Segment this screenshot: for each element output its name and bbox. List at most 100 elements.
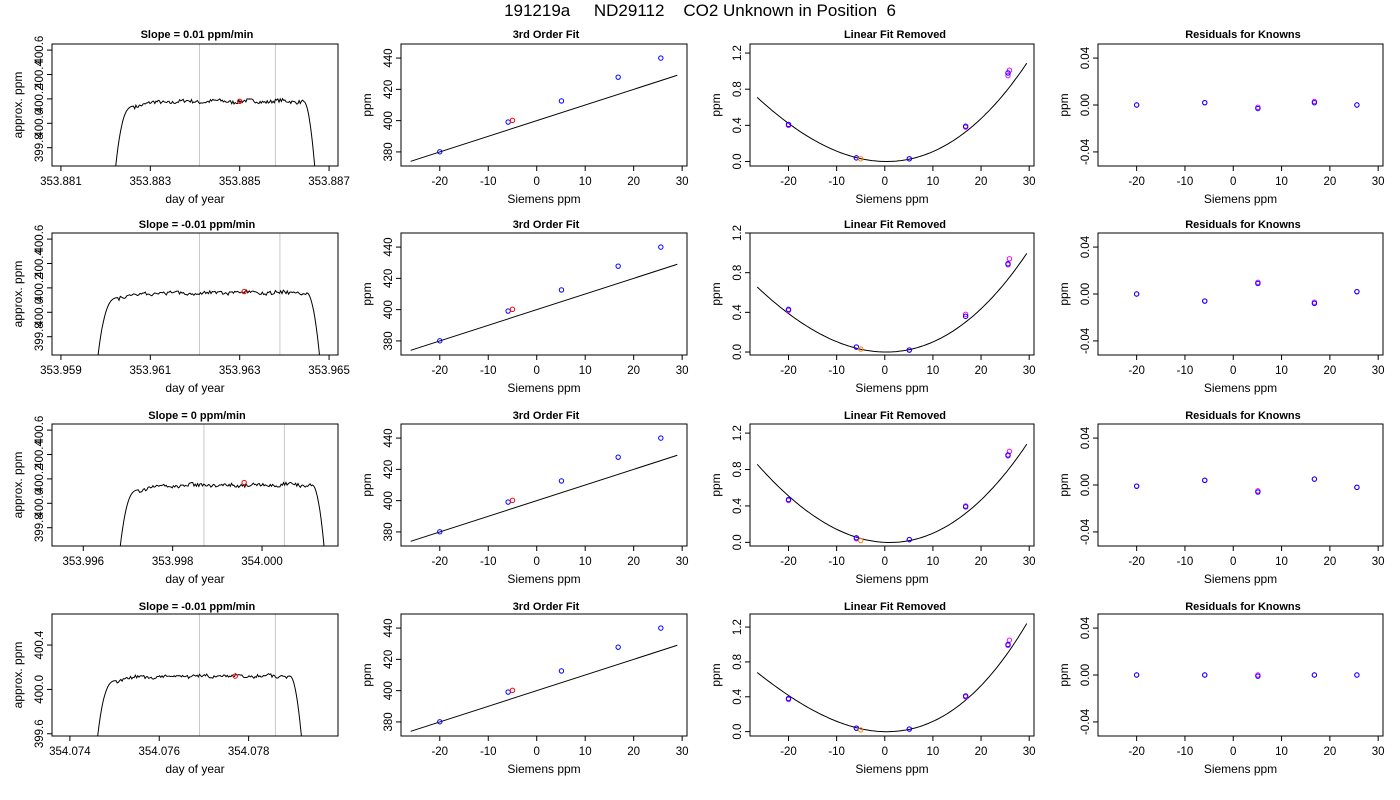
row2-time-panel: 353.996 353.998 354.000399.8400.0400.2400.…	[11, 416, 339, 586]
y-tick-label: 420	[383, 80, 395, 99]
row3-slope-title: Slope = -0.01 ppm/min	[139, 601, 256, 613]
x-tick-label: -20	[780, 176, 797, 188]
y-tick-label: 0.4	[732, 304, 744, 321]
row1-residuals-title: Residuals for Knowns	[1185, 219, 1301, 231]
known-residual-point	[1354, 102, 1360, 108]
y-tick-label: 0.04	[1080, 235, 1092, 258]
x-tick-label: 354.074	[49, 746, 91, 758]
plot-frame	[1097, 232, 1384, 356]
y-tick-label: 399.6	[34, 719, 46, 748]
x-axis-label: Siemens ppm	[507, 572, 580, 586]
x-tick-label: 10	[579, 176, 592, 188]
x-tick-label: -10	[828, 176, 845, 188]
unknown-point	[509, 687, 516, 694]
x-tick-label: 0	[534, 746, 540, 758]
y-tick-label: 1.2	[732, 425, 744, 441]
x-tick-label: -20	[1128, 176, 1145, 188]
x-tick-label: -10	[828, 556, 845, 568]
plot-area	[1133, 98, 1360, 112]
known-point	[615, 263, 621, 269]
row0-time-panel: 353.881 353.883 353.885 353.887399.8400.040…	[11, 36, 350, 206]
x-tick-label: -20	[1128, 746, 1145, 758]
plot-panels: 353.881 353.883 353.885 353.887399.8400.040…	[11, 36, 1385, 776]
y-tick-label: 400.0	[34, 675, 46, 704]
y-tick-label: 400.6	[34, 36, 46, 65]
row2-residuals-panel: -20 -10 0 10 20 30 -0.04 0.00 0.04 Siemens ppm ppm	[1057, 423, 1385, 586]
known-residual-point	[1311, 300, 1318, 307]
plot-frame	[749, 613, 1035, 737]
x-tick-label: 353.883	[130, 176, 172, 188]
known-residual-point	[1133, 672, 1140, 678]
x-tick-label: 353.998	[152, 556, 194, 568]
y-tick-label: 380	[383, 142, 395, 161]
plot-frame	[51, 423, 339, 547]
y-tick-label: -0.04	[1080, 518, 1092, 545]
y-tick-label: 0.8	[732, 81, 744, 97]
model-point	[1006, 67, 1013, 73]
known-point	[853, 535, 860, 541]
unknown-point	[509, 497, 516, 504]
y-tick-label: 0.0	[732, 534, 744, 550]
y-tick-label: 0.04	[1080, 616, 1092, 639]
x-axis-label: Siemens ppm	[1204, 192, 1277, 206]
co2-trace-line	[119, 481, 325, 546]
known-residual-point	[1202, 477, 1208, 484]
row1-linear_removed-panel: -20 -10 0 10 20 30 0.0 0.4 0.8 1.2 Siemens ppm ppm	[709, 225, 1036, 395]
y-tick-label: 440	[383, 618, 395, 637]
x-tick-label: -10	[1177, 365, 1194, 377]
x-tick-label: 353.963	[219, 365, 261, 377]
fit-line	[410, 644, 678, 732]
y-tick-label: 400.0	[34, 489, 46, 518]
known-point	[437, 529, 443, 535]
y-axis-label: ppm	[360, 473, 374, 496]
known-residual-point	[1354, 672, 1360, 678]
known-residual-point	[1255, 673, 1261, 679]
plot-area	[97, 233, 320, 355]
plot-frame	[1097, 613, 1384, 737]
y-tick-label: 440	[383, 428, 395, 447]
y-tick-label: 400.2	[34, 465, 46, 494]
known-point	[785, 306, 792, 313]
known-residual-point	[1255, 105, 1261, 112]
y-tick-label: 420	[383, 650, 395, 669]
y-axis-label: ppm	[360, 663, 374, 686]
x-tick-label: 0	[1230, 556, 1236, 568]
x-tick-label: -20	[431, 176, 448, 188]
y-tick-label: 0.4	[732, 117, 744, 134]
row1-time-panel: 353.959 353.961 353.963 353.965399.8400.040…	[11, 225, 350, 395]
x-tick-label: 353.881	[40, 176, 82, 188]
x-tick-label: 0	[882, 556, 888, 568]
y-tick-label: 440	[383, 48, 395, 67]
sample-marker-point	[241, 479, 247, 486]
row0-linear_removed-panel: -20 -10 0 10 20 30 0.0 0.4 0.8 1.2 Siemens ppm ppm	[709, 43, 1036, 206]
x-tick-label: 10	[579, 365, 592, 377]
y-tick-label: 400.0	[34, 109, 46, 138]
y-tick-label: 0.04	[1080, 426, 1092, 449]
known-point	[615, 74, 621, 80]
y-tick-label: 380	[383, 522, 395, 541]
known-point	[962, 504, 969, 510]
known-point	[658, 625, 664, 631]
x-tick-label: 10	[1275, 176, 1288, 188]
x-axis-label: Siemens ppm	[855, 572, 928, 586]
x-tick-label: 20	[627, 746, 640, 758]
x-tick-label: 0	[882, 176, 888, 188]
x-tick-label: 10	[579, 556, 592, 568]
known-point	[505, 119, 511, 125]
row0-residuals-title: Residuals for Knowns	[1185, 29, 1301, 41]
plot-frame	[749, 423, 1035, 547]
x-tick-label: 353.965	[308, 365, 350, 377]
row1-fit-title: 3rd Order Fit	[513, 219, 580, 231]
y-tick-label: 380	[383, 331, 395, 350]
known-point	[1005, 452, 1011, 458]
x-tick-label: -10	[828, 365, 845, 377]
x-tick-label: 0	[1230, 746, 1236, 758]
y-tick-label: 400.2	[34, 274, 46, 303]
x-axis-label: Siemens ppm	[1204, 572, 1277, 586]
model-point	[962, 311, 969, 318]
known-point	[658, 244, 664, 250]
x-tick-label: 0	[1230, 176, 1236, 188]
x-tick-label: -10	[1177, 556, 1194, 568]
x-tick-label: -20	[431, 556, 448, 568]
known-point	[558, 668, 565, 674]
